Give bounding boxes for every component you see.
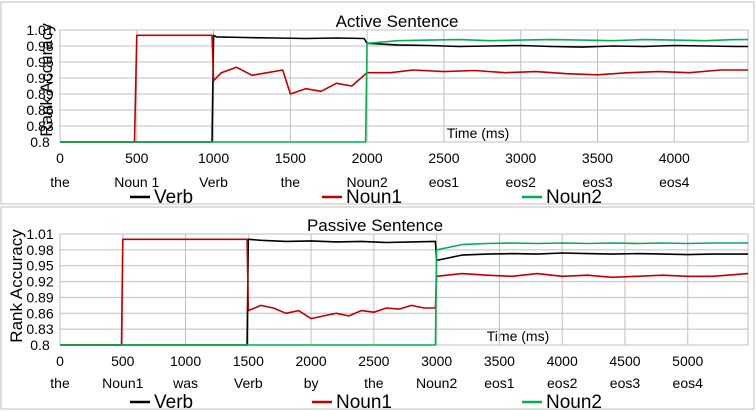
active-x-tick-labels: 0 500 1000 1500 2000 2500 3000 3500 4000 (56, 150, 690, 166)
passive-x-tick-label: 4500 (609, 353, 640, 369)
passive-series-verb-line (60, 238, 748, 346)
active-word-label: Noun2 (347, 174, 388, 190)
active-word-label: Noun 1 (114, 174, 159, 190)
passive-x-tick-label: 2500 (358, 353, 389, 369)
passive-word-label: was (172, 375, 198, 391)
active-series-noun1-line (60, 34, 748, 143)
passive-x-tick-label: 3500 (484, 353, 515, 369)
passive-word-label: eos1 (484, 375, 515, 391)
active-legend-label-noun1: Noun1 (346, 187, 402, 208)
passive-series-group (60, 238, 749, 346)
active-y-tick-label: 0.86 (26, 102, 53, 118)
active-y-axis-label: Rank Accuracy (37, 23, 56, 137)
active-sentence-panel: Active Sentence Rank Accuracy Time (ms) … (0, 1, 755, 208)
passive-y-tick-label: 0.98 (26, 242, 53, 258)
passive-legend-label-noun2: Noun2 (546, 392, 602, 411)
active-y-tick-label: 0.8 (30, 134, 50, 150)
active-y-tick-label: 0.83 (26, 118, 53, 134)
active-x-tick-label: 1000 (198, 150, 229, 166)
active-x-tick-label: 2500 (428, 150, 459, 166)
active-word-label: eos2 (506, 174, 537, 190)
passive-x-tick-label: 2000 (296, 353, 327, 369)
active-grid (59, 29, 749, 143)
passive-chart-title: Passive Sentence (307, 216, 443, 235)
passive-word-label: by (304, 375, 319, 391)
passive-word-label: eos2 (547, 375, 578, 391)
passive-legend: Verb Noun1 Noun2 (130, 392, 602, 411)
passive-x-tick-label: 1000 (170, 353, 201, 369)
active-sentence-panel-border (0, 1, 755, 205)
active-legend: Verb Noun1 Noun2 (130, 187, 602, 208)
passive-series-noun2-line (60, 242, 748, 346)
active-x-tick-label: 1500 (275, 150, 306, 166)
active-word-label: eos3 (582, 174, 613, 190)
passive-series-noun1-line (60, 238, 749, 346)
passive-sentence-panel-border (0, 206, 755, 410)
passive-y-tick-label: 0.86 (26, 305, 53, 321)
passive-y-axis-label: Rank Accuracy (7, 229, 26, 343)
passive-word-label: the (50, 375, 70, 391)
passive-x-tick-labels: 0 500 1000 1500 2000 2500 3000 3500 4000 4500 5000 (56, 353, 703, 369)
active-x-tick-label: 2000 (352, 150, 383, 166)
active-x-tick-label: 0 (56, 150, 64, 166)
passive-y-tick-label: 0.92 (26, 274, 53, 290)
active-series-group (60, 34, 748, 143)
active-y-tick-label: 0.98 (26, 38, 53, 54)
passive-x-tick-label: 500 (111, 353, 135, 369)
passive-legend-label-noun1: Noun1 (336, 392, 392, 411)
passive-word-labels: the Noun1 was Verb by the Noun2 eos1 eos2 eos3 eos… (50, 375, 703, 391)
passive-y-tick-label: 0.8 (30, 337, 50, 353)
active-x-axis-label: Time (ms) (447, 125, 509, 141)
active-x-tick-label: 500 (125, 150, 149, 166)
passive-word-label: the (364, 375, 384, 391)
active-y-tick-label: 0.95 (26, 54, 53, 70)
active-series-verb-line (60, 34, 748, 143)
active-word-label: Verb (199, 174, 228, 190)
active-word-label: the (281, 174, 301, 190)
active-word-labels: the Noun 1 Verb the Noun2 eos1 eos2 eos3 eos4 (50, 174, 689, 190)
active-y-tick-label: 0.92 (26, 70, 53, 86)
passive-y-tick-label: 0.83 (26, 321, 53, 337)
active-legend-label-verb: Verb (154, 187, 193, 208)
active-y-tick-labels: 1.010.980.950.920.890.860.830.8 (26, 22, 53, 150)
passive-x-axis-label: Time (ms) (487, 328, 549, 344)
active-word-label: eos4 (659, 174, 690, 190)
passive-y-tick-label: 0.95 (26, 258, 53, 274)
passive-word-label: Noun1 (102, 375, 143, 391)
passive-x-tick-label: 1500 (233, 353, 264, 369)
active-word-label: the (50, 174, 70, 190)
active-legend-label-noun2: Noun2 (546, 187, 602, 208)
passive-y-tick-label: 1.01 (26, 226, 53, 242)
passive-x-tick-label: 4000 (547, 353, 578, 369)
passive-legend-label-verb: Verb (154, 392, 193, 411)
active-y-tick-label: 1.01 (26, 22, 53, 38)
passive-y-tick-label: 0.89 (26, 289, 53, 305)
active-series-noun2-line (60, 38, 748, 143)
passive-sentence-panel: Passive Sentence Rank Accuracy Time (ms)… (0, 206, 755, 411)
passive-y-tick-labels: 1.010.980.950.920.890.860.830.8 (26, 226, 53, 353)
passive-word-label: eos3 (610, 375, 641, 391)
passive-x-tick-label: 5000 (672, 353, 703, 369)
passive-word-label: Noun2 (416, 375, 457, 391)
active-x-tick-label: 3500 (582, 150, 613, 166)
active-x-tick-label: 4000 (659, 150, 690, 166)
active-word-label: eos1 (429, 174, 460, 190)
active-chart-title: Active Sentence (336, 12, 459, 31)
active-x-tick-label: 3000 (505, 150, 536, 166)
passive-x-tick-label: 0 (56, 353, 64, 369)
passive-x-tick-label: 3000 (421, 353, 452, 369)
passive-word-label: Verb (234, 375, 263, 391)
passive-word-label: eos4 (673, 375, 704, 391)
active-y-tick-label: 0.89 (26, 86, 53, 102)
